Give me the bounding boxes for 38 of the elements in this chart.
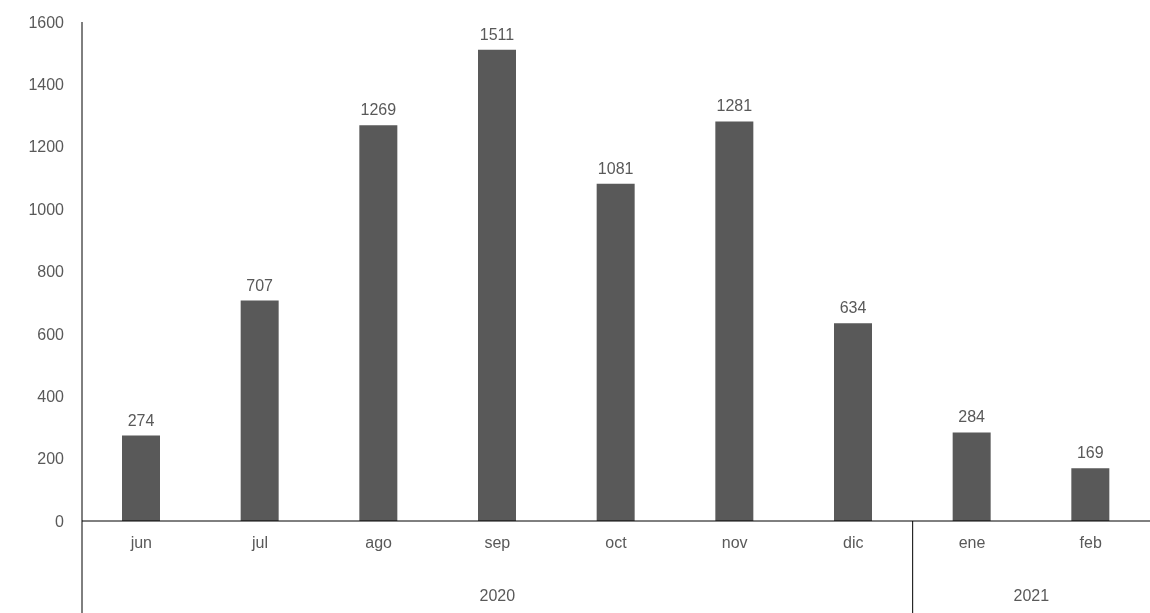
data-label: 1269 [360, 101, 397, 119]
data-label: 1511 [479, 25, 515, 43]
bar [834, 323, 872, 521]
x-tick-label: ene [958, 534, 986, 552]
y-tick-label: 1400 [28, 76, 65, 94]
x-tick-label: feb [1079, 534, 1102, 552]
x-tick-label: jun [129, 534, 153, 552]
bar [952, 432, 991, 521]
data-label: 169 [1076, 444, 1104, 462]
x-tick-label: ago [365, 534, 393, 552]
x-tick-label: oct [605, 534, 628, 552]
y-tick-label: 1200 [28, 138, 65, 156]
x-tick-label: dic [843, 534, 864, 552]
x-tick-label: jul [250, 534, 269, 552]
y-tick-label: 800 [37, 263, 65, 281]
bar [240, 300, 279, 521]
bar [122, 435, 160, 521]
data-label: 634 [839, 299, 867, 317]
bar [359, 125, 398, 521]
data-label: 284 [958, 408, 986, 426]
bar [715, 121, 754, 521]
data-label: 1081 [597, 159, 634, 177]
text: 2020 [479, 587, 516, 604]
text: 2021 [1013, 587, 1050, 604]
x-tick-label: nov [721, 534, 748, 552]
y-tick-label: 1600 [28, 13, 65, 31]
bar [478, 49, 516, 521]
bar [1071, 468, 1110, 521]
x-tick-label: sep [484, 534, 511, 552]
data-label: 707 [246, 276, 274, 294]
y-tick-label: 1000 [28, 200, 65, 218]
y-tick-label: 0 [55, 512, 65, 530]
y-tick-label: 400 [37, 387, 65, 405]
data-label: 274 [127, 411, 155, 429]
bar [596, 183, 635, 521]
y-tick-label: 200 [37, 450, 65, 468]
data-label: 1281 [716, 97, 753, 115]
y-tick-label: 600 [37, 325, 65, 343]
